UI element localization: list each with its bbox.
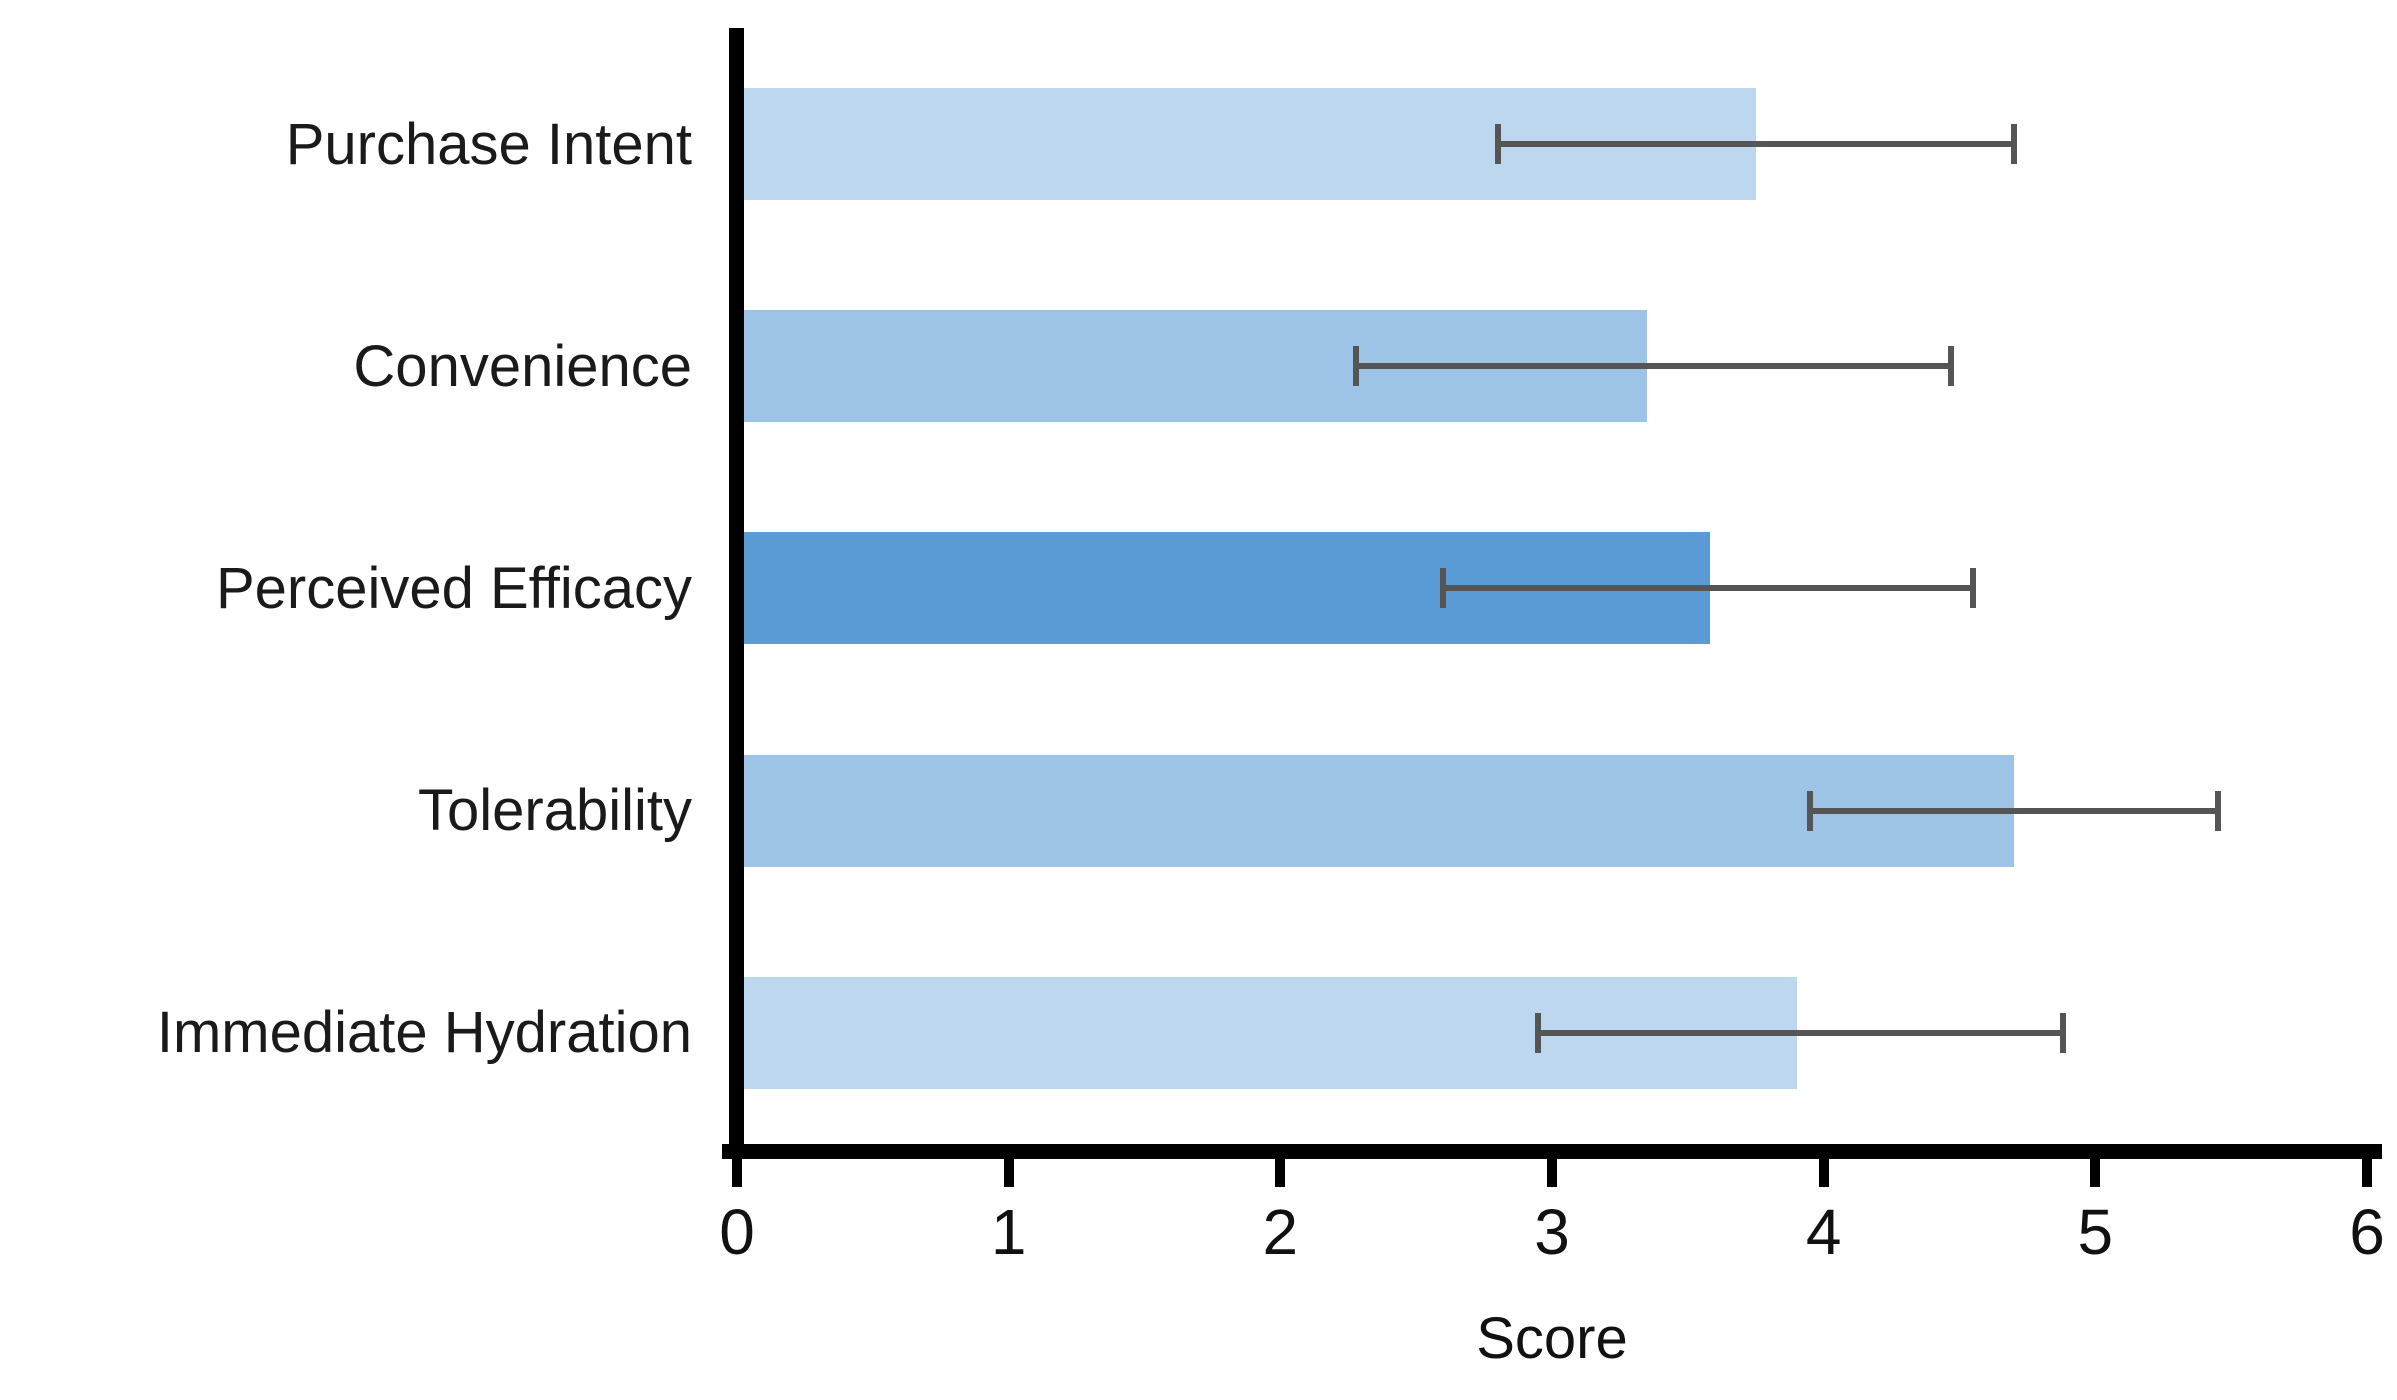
- bar-row: [737, 922, 2367, 1144]
- category-label: Purchase Intent: [285, 111, 692, 177]
- error-bar-right-cap: [1948, 346, 1955, 387]
- error-bar-right-cap: [2214, 790, 2221, 831]
- tick-mark: [2362, 1159, 2372, 1187]
- tick-label: 5: [2077, 1196, 2114, 1268]
- error-bar-line: [1538, 1029, 2063, 1036]
- error-bar-left-cap: [1353, 346, 1360, 387]
- tick-label: 0: [719, 1196, 755, 1268]
- error-bar-left-cap: [1535, 1012, 1542, 1053]
- x-axis-line: [722, 1144, 2382, 1159]
- error-bar-line: [1443, 585, 1974, 592]
- tick-mark: [1547, 1159, 1557, 1187]
- error-bar-left-cap: [1494, 124, 1501, 164]
- category-label: Convenience: [353, 333, 692, 399]
- tick-label: 3: [1534, 1196, 1570, 1268]
- x-axis-tick-marks: [732, 1159, 2372, 1189]
- error-bar-right-cap: [2059, 1012, 2066, 1053]
- tick-mark: [732, 1159, 742, 1187]
- bar-row: [737, 255, 2367, 477]
- tick-mark: [1003, 1159, 1014, 1187]
- error-bar-right-cap: [1970, 568, 1977, 609]
- error-bar-left-cap: [1807, 790, 1814, 831]
- bar-row: [737, 700, 2367, 922]
- x-axis-title: Score: [1476, 1306, 1628, 1371]
- tick-label: 4: [1805, 1196, 1842, 1268]
- error-bar-left-cap: [1440, 568, 1447, 609]
- bars-layer: [737, 33, 2367, 1144]
- bar-row: [737, 33, 2367, 255]
- tick-label: 6: [2349, 1196, 2385, 1268]
- error-bar-line: [1356, 363, 1952, 370]
- bar-row: [737, 477, 2367, 699]
- category-label: Immediate Hydration: [156, 1000, 692, 1066]
- error-bar-line: [1810, 807, 2218, 814]
- category-label: Tolerability: [418, 778, 692, 844]
- category-label: Perceived Efficacy: [215, 555, 692, 621]
- y-axis-category-labels: Purchase Intent Convenience Perceived Effi…: [0, 33, 692, 1144]
- error-bar-right-cap: [2010, 124, 2017, 164]
- tick-label: 2: [1262, 1196, 1299, 1268]
- error-bar-line: [1497, 141, 2014, 147]
- tick-mark: [2090, 1159, 2101, 1187]
- x-axis-tick-labels: 0 1 2 3 4 5 6: [719, 1195, 2385, 1285]
- y-axis-line: [729, 28, 744, 1159]
- tick-mark: [1818, 1159, 1829, 1187]
- bar: [737, 754, 2014, 867]
- tick-label: 1: [990, 1196, 1027, 1268]
- tick-mark: [1275, 1159, 1286, 1187]
